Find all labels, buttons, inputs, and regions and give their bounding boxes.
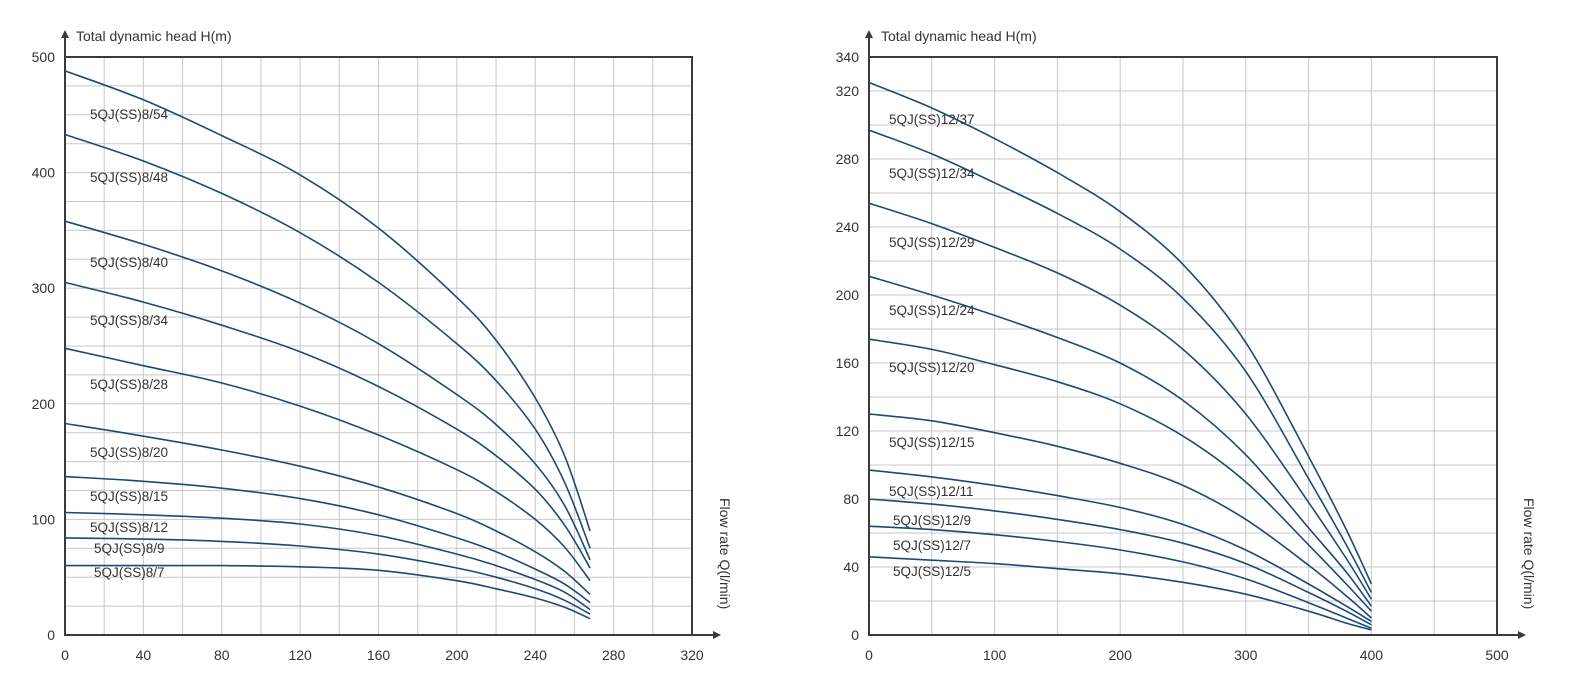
series-line-5qj-ss-12-7	[868, 525, 1372, 629]
series-label: 5QJ(SS)12/7	[893, 538, 971, 553]
x-axis-arrow-icon	[713, 631, 721, 639]
y-axis-title: Total dynamic head H(m)	[881, 28, 1037, 44]
series-label: 5QJ(SS)8/12	[90, 520, 168, 535]
series-line-5qj-ss-12-24	[868, 275, 1373, 607]
grid-lines	[65, 57, 692, 635]
series-line-5qj-ss-8-9	[64, 537, 591, 615]
series-label: 5QJ(SS)8/15	[90, 489, 168, 504]
x-axis-title: Flow rate Q(l/min)	[1521, 498, 1537, 609]
series-line-5qj-ss-8-12	[64, 511, 591, 611]
series-line-5qj-ss-12-34	[868, 129, 1373, 593]
x-tick-label: 100	[983, 647, 1007, 663]
series-label: 5QJ(SS)12/9	[893, 513, 971, 528]
y-axis-title: Total dynamic head H(m)	[76, 28, 232, 44]
x-tick-label: 80	[214, 647, 230, 663]
chart-panel-1: 0 40 80 120 160 200 240 280 320 0 100 200 300 400 500 T…	[32, 28, 733, 663]
x-tick-label: 120	[288, 647, 312, 663]
x-tick-label: 400	[1360, 647, 1384, 663]
y-tick-label: 200	[836, 287, 860, 303]
series-label: 5QJ(SS)12/20	[889, 360, 975, 375]
x-tick-label: 500	[1485, 647, 1509, 663]
series-label: 5QJ(SS)8/48	[90, 170, 168, 185]
x-tick-label: 200	[1109, 647, 1133, 663]
x-tick-label: 160	[367, 647, 391, 663]
series-line-5qj-ss-8-7	[64, 564, 591, 620]
y-tick-label: 280	[836, 151, 860, 167]
y-tick-label: 40	[843, 559, 859, 575]
series-line-5qj-ss-8-40	[64, 220, 591, 561]
series-label: 5QJ(SS)8/9	[94, 541, 165, 556]
x-tick-label: 0	[865, 647, 873, 663]
y-tick-label: 0	[851, 627, 859, 643]
series-label: 5QJ(SS)12/34	[889, 166, 975, 181]
series-line-5qj-ss-12-29	[868, 202, 1373, 600]
series-line-5qj-ss-8-28	[64, 347, 591, 582]
series-label: 5QJ(SS)8/28	[90, 377, 168, 392]
x-tick-label: 300	[1234, 647, 1258, 663]
series-label: 5QJ(SS)8/40	[90, 255, 168, 270]
y-tick-label: 400	[32, 165, 56, 181]
x-tick-label: 280	[602, 647, 626, 663]
series-line-5qj-ss-8-20	[64, 422, 591, 596]
y-tick-label: 200	[32, 396, 56, 412]
plot-frame	[868, 56, 1498, 636]
x-tick-label: 40	[136, 647, 152, 663]
series-label: 5QJ(SS)8/54	[90, 107, 169, 122]
chart-panel-2: 0 100 200 300 400 500 0 40 80 120 160 200 240 280 320 3…	[836, 28, 1537, 663]
y-axis-arrow-icon	[61, 30, 69, 38]
series-label: 5QJ(SS)8/7	[94, 565, 165, 580]
series-line-5qj-ss-12-5	[868, 556, 1372, 631]
x-tick-label: 200	[445, 647, 469, 663]
series-line-5qj-ss-8-54	[64, 70, 591, 532]
y-tick-label: 100	[32, 511, 56, 527]
series-label: 5QJ(SS)8/20	[90, 445, 168, 460]
series-label: 5QJ(SS)12/5	[893, 564, 971, 579]
x-tick-label: 240	[524, 647, 548, 663]
y-axis-arrow-icon	[865, 30, 873, 38]
y-tick-label: 80	[843, 491, 859, 507]
series-label: 5QJ(SS)12/24	[889, 303, 975, 318]
series-label: 5QJ(SS)8/34	[90, 313, 169, 328]
y-tick-label: 300	[32, 280, 56, 296]
series-label: 5QJ(SS)12/29	[889, 235, 975, 250]
x-tick-label: 0	[61, 647, 69, 663]
series-line-5qj-ss-12-20	[868, 338, 1372, 612]
series-label: 5QJ(SS)12/11	[889, 484, 974, 499]
y-tick-label: 160	[836, 355, 860, 371]
grid-lines	[869, 57, 1497, 635]
x-tick-label: 320	[680, 647, 704, 663]
y-tick-label: 240	[836, 219, 860, 235]
x-axis-title: Flow rate Q(l/min)	[717, 498, 733, 609]
series-line-5qj-ss-8-15	[64, 475, 591, 604]
y-tick-label: 0	[47, 627, 55, 643]
series-label: 5QJ(SS)12/37	[889, 112, 975, 127]
y-tick-label: 340	[836, 49, 860, 65]
y-tick-label: 120	[836, 423, 860, 439]
y-tick-label: 500	[32, 49, 56, 65]
series-label: 5QJ(SS)12/15	[889, 435, 975, 450]
y-tick-label: 320	[836, 83, 860, 99]
series-line-5qj-ss-8-34	[64, 281, 591, 569]
series-line-5qj-ss-12-15	[868, 413, 1372, 619]
series-line-5qj-ss-8-48	[64, 133, 591, 549]
x-axis-arrow-icon	[1518, 631, 1526, 639]
series-line-5qj-ss-12-37	[868, 81, 1373, 585]
series-line-5qj-ss-12-9	[868, 498, 1372, 626]
plot-frame	[64, 56, 693, 636]
series-line-5qj-ss-12-11	[868, 469, 1372, 623]
